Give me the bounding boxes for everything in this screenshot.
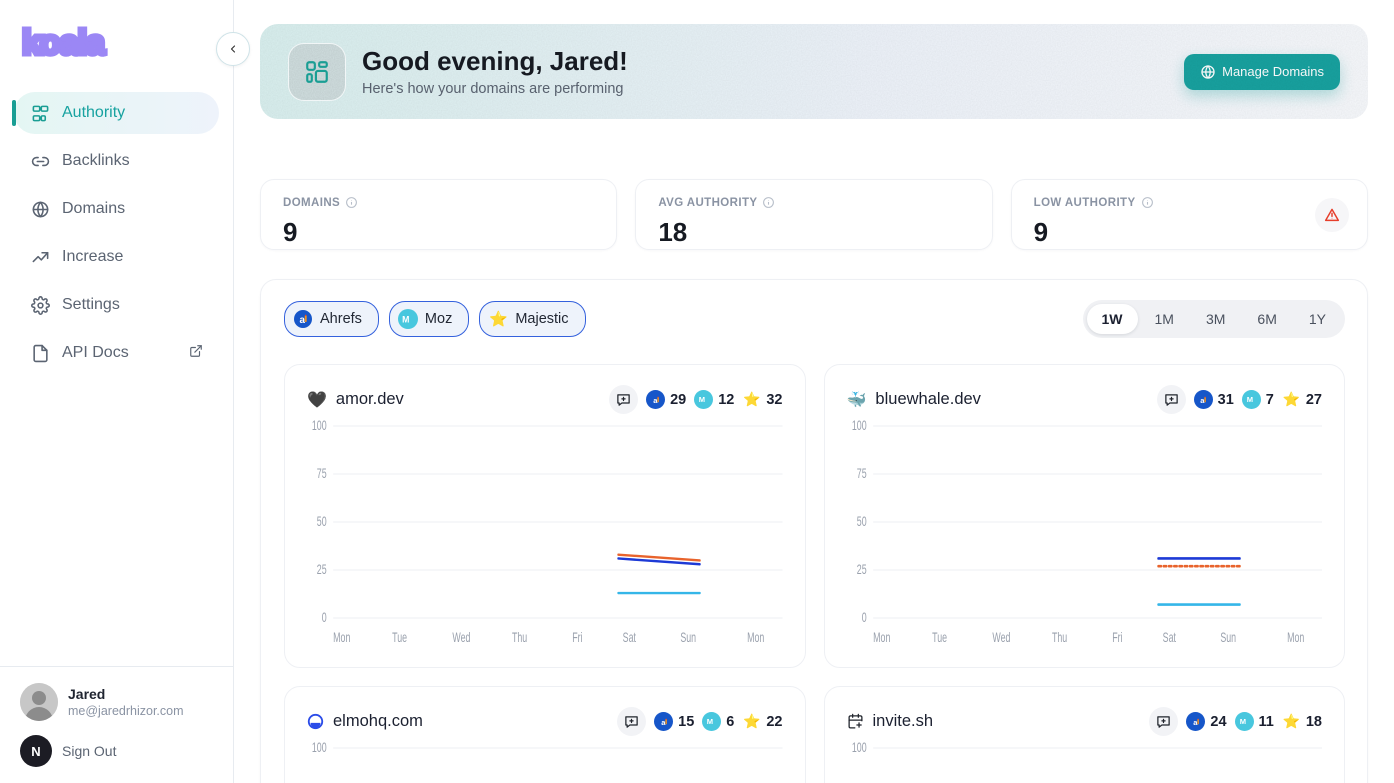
svg-text:M: M (402, 314, 409, 324)
svg-text:100: 100 (851, 741, 866, 755)
svg-text:Sat: Sat (623, 631, 637, 645)
svg-text:Fri: Fri (572, 631, 582, 645)
svg-text:Mon: Mon (1287, 631, 1304, 645)
svg-text:M: M (699, 395, 705, 404)
svg-text:Mon: Mon (747, 631, 764, 645)
svg-text:Thu: Thu (1052, 631, 1067, 645)
svg-text:0: 0 (861, 611, 866, 625)
svg-text:25: 25 (856, 563, 866, 577)
svg-text:0: 0 (322, 611, 327, 625)
svg-text:Sun: Sun (680, 631, 696, 645)
svg-text:Sun: Sun (1220, 631, 1236, 645)
svg-text:M: M (1247, 395, 1253, 404)
svg-text:Wed: Wed (452, 631, 470, 645)
svg-text:100: 100 (851, 419, 866, 433)
svg-text:a: a (299, 315, 305, 326)
svg-text:M: M (707, 717, 713, 726)
svg-text:100: 100 (312, 741, 327, 755)
svg-text:50: 50 (317, 515, 327, 529)
svg-text:75: 75 (856, 467, 866, 481)
svg-text:Sat: Sat (1162, 631, 1176, 645)
svg-text:Tue: Tue (932, 631, 947, 645)
svg-text:50: 50 (856, 515, 866, 529)
svg-text:Wed: Wed (992, 631, 1010, 645)
svg-text:25: 25 (317, 563, 327, 577)
svg-text:Fri: Fri (1112, 631, 1122, 645)
svg-text:Mon: Mon (873, 631, 890, 645)
svg-text:Thu: Thu (512, 631, 527, 645)
svg-text:75: 75 (317, 467, 327, 481)
svg-text:M: M (1239, 717, 1245, 726)
svg-text:Tue: Tue (392, 631, 407, 645)
svg-text:Mon: Mon (333, 631, 350, 645)
svg-text:100: 100 (312, 419, 327, 433)
